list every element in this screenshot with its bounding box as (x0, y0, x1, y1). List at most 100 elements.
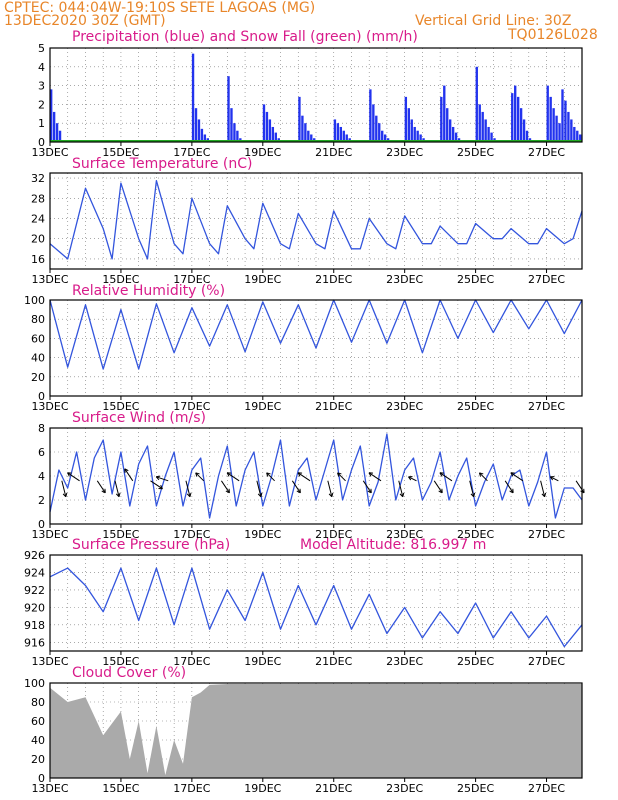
precip-bar (404, 96, 408, 142)
cloud-title: Cloud Cover (%) (72, 665, 187, 681)
wind-vector (550, 476, 559, 482)
precip-ytick-label: 1 (38, 117, 45, 130)
wind-frame (49, 427, 583, 525)
precip-bar (203, 134, 207, 142)
pressure-xtick-label: 21DEC (315, 655, 352, 668)
wind-vector-head (257, 492, 263, 498)
precip-bar (416, 130, 419, 142)
precip-ytick-label: 0 (38, 136, 45, 149)
cloud-ytick-label: 80 (31, 696, 45, 709)
precip-bar (345, 134, 348, 142)
wind-vector (469, 480, 475, 497)
header-date: 13DEC2020 30Z (GMT) (4, 13, 166, 29)
cloud-cover-area (50, 684, 582, 778)
precip-xtick-label: 27DEC (528, 146, 565, 159)
precip-xtick-label: 25DEC (457, 146, 494, 159)
wind-vector (327, 480, 333, 497)
rh-ytick-label: 0 (38, 390, 45, 403)
pressure-ytick-label: 918 (24, 619, 45, 632)
precip-title: Precipitation (blue) and Snow Fall (gree… (72, 29, 418, 45)
wind-vector (337, 472, 346, 482)
wind-ytick-label: 0 (38, 518, 45, 531)
precip-bar (410, 119, 413, 142)
precip-bar (446, 108, 449, 142)
rh-ytick-label: 100 (24, 294, 45, 307)
cloud-xtick-label: 17DEC (173, 782, 210, 795)
wind-xtick-label: 21DEC (315, 528, 352, 541)
rh-ytick-label: 20 (31, 371, 45, 384)
wind-vector-head (328, 492, 334, 498)
precip-bar (487, 126, 490, 142)
precip-bar (333, 119, 337, 142)
precip-xtick-label: 15DEC (102, 146, 139, 159)
wind-vector (297, 472, 311, 482)
precip-bar (552, 108, 555, 142)
precip-bar (449, 119, 452, 142)
temp-xtick-label: 19DEC (244, 273, 281, 286)
rh-xtick-label: 21DEC (315, 400, 352, 413)
wind-vector-head (399, 492, 405, 498)
header-grid-note: Vertical Grid Line: 30Z (415, 13, 572, 29)
temp-xtick-label: 27DEC (528, 273, 565, 286)
pressure-xtick-label: 23DEC (386, 655, 423, 668)
precip-bar (555, 115, 558, 142)
pressure-xtick-label: 19DEC (244, 655, 281, 668)
precip-bar (570, 119, 573, 142)
temp-xtick-label: 15DEC (102, 273, 139, 286)
pressure-xtick-label: 17DEC (173, 655, 210, 668)
cloud-ytick-label: 0 (38, 772, 45, 785)
pressure-ytick-label: 926 (24, 549, 45, 562)
rh-xtick-label: 23DEC (386, 400, 423, 413)
wind-vector-head (124, 468, 129, 473)
pressure-xtick-label: 15DEC (102, 655, 139, 668)
wind-vector-head (62, 492, 68, 498)
wind-vector (67, 472, 80, 482)
precip-bar (419, 134, 422, 142)
pressure-ytick-label: 916 (24, 636, 45, 649)
wind-vector-head (266, 472, 271, 477)
cloud-xtick-label: 15DEC (102, 782, 139, 795)
rh-xtick-label: 25DEC (457, 400, 494, 413)
precip-bar (454, 132, 458, 142)
wind-vector-head (195, 472, 200, 477)
altitude-label: Model Altitude: 816.997 m (300, 537, 487, 553)
temp-xtick-label: 23DEC (386, 273, 423, 286)
precip-bar (262, 104, 266, 142)
pressure-ytick-label: 922 (24, 584, 45, 597)
wind-title: Surface Wind (m/s) (72, 410, 206, 426)
cloud-xtick-label: 25DEC (457, 782, 494, 795)
precip-ytick-label: 3 (38, 80, 45, 93)
cloud-xtick-label: 13DEC (31, 782, 68, 795)
wind-vector (114, 480, 120, 497)
wind-vector-head (225, 488, 230, 494)
temp-xtick-label: 21DEC (315, 273, 352, 286)
precip-bar (274, 132, 277, 142)
wind-vector-head (367, 488, 372, 494)
precip-bar (236, 130, 239, 142)
precip-ytick-label: 5 (38, 42, 45, 55)
rh-frame (49, 299, 583, 397)
temp-ytick-label: 20 (31, 233, 45, 246)
precip-ytick-label: 4 (38, 61, 45, 74)
wind-vector (256, 480, 262, 497)
wind-vector-head (186, 492, 192, 498)
rh-ytick-label: 60 (31, 332, 45, 345)
cloud-xtick-label: 23DEC (386, 782, 423, 795)
precip-frame (49, 47, 583, 143)
precip-bar (383, 134, 387, 142)
precip-bar (298, 96, 301, 142)
cloud-ytick-label: 40 (31, 734, 45, 747)
precip-bar (413, 126, 416, 142)
header-model-code: TQ0126L028 (508, 27, 598, 43)
precip-bar (375, 115, 378, 142)
wind-vector (124, 468, 134, 482)
wind-vector-head (155, 475, 161, 481)
wind-vector (185, 480, 191, 497)
rh-xtick-label: 13DEC (31, 400, 68, 413)
precip-bar (52, 111, 56, 142)
pressure-xtick-label: 13DEC (31, 655, 68, 668)
precip-xtick-label: 17DEC (173, 146, 210, 159)
precip-xtick-label: 23DEC (386, 146, 423, 159)
wind-vector (156, 476, 169, 482)
precip-bar (514, 85, 517, 142)
